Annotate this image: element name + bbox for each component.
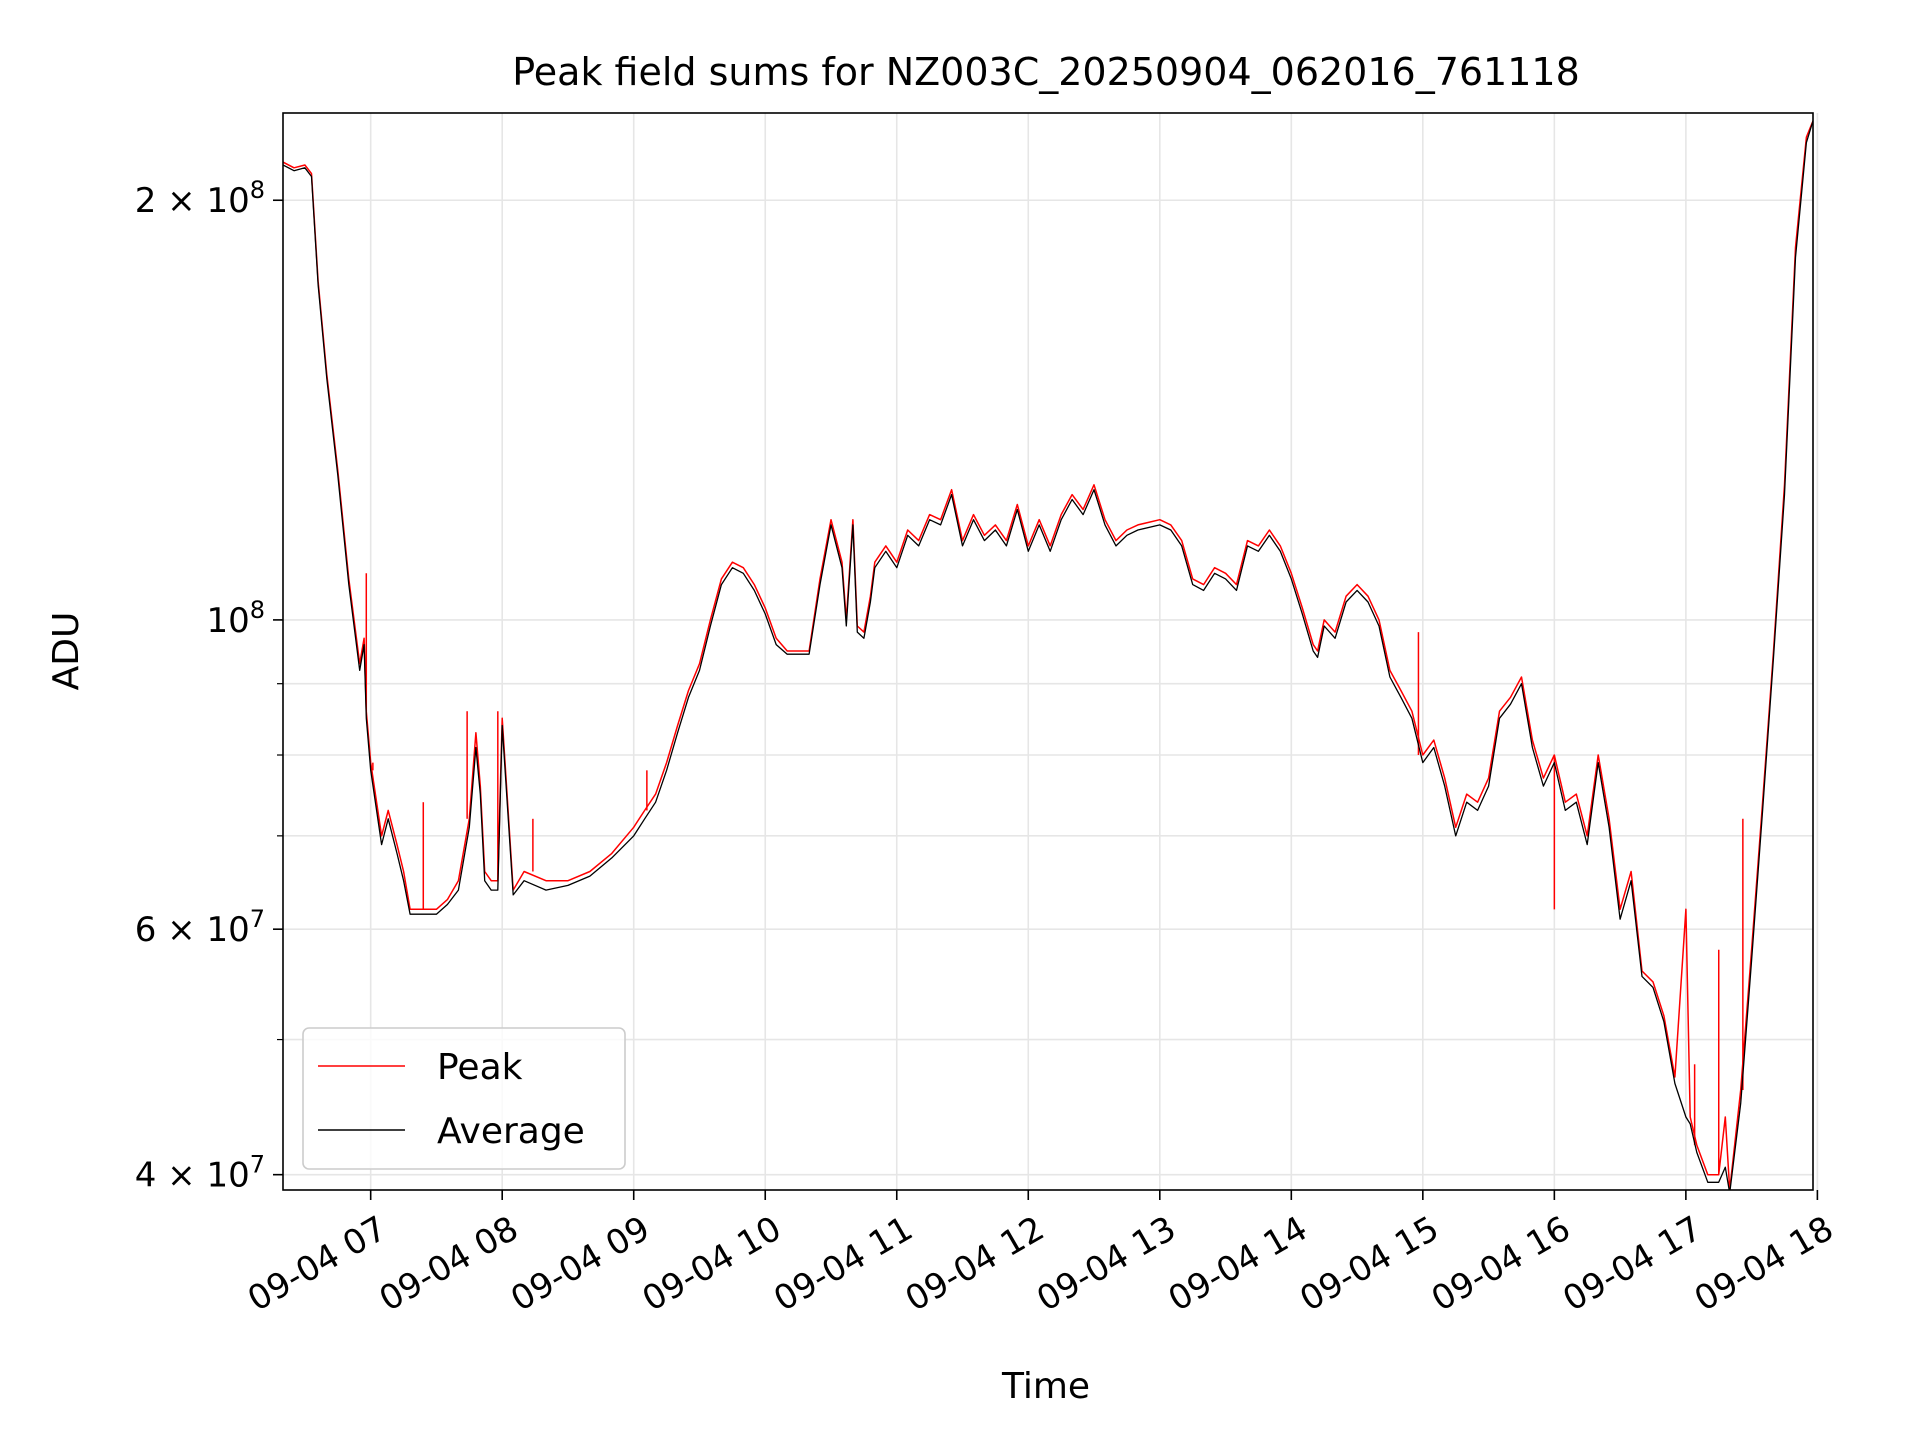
- legend-box: [302, 1027, 626, 1170]
- series-line-peak: [283, 120, 1813, 1190]
- legend: Peak Average: [302, 1027, 626, 1170]
- y-tick-label: 6 × 107: [135, 905, 265, 950]
- series-layer: [283, 120, 1813, 1190]
- y-tick-label: 108: [206, 596, 265, 641]
- y-axis-label: ADU: [46, 612, 87, 691]
- legend-label-average: Average: [437, 1111, 585, 1152]
- legend-label-peak: Peak: [437, 1047, 523, 1088]
- series-line-average: [283, 120, 1813, 1190]
- y-ticks: 4 × 107 6 × 107 108 2 × 108: [135, 176, 283, 1196]
- x-axis-label: Time: [1001, 1366, 1090, 1407]
- plot-frame: [282, 112, 1814, 1191]
- y-tick-label: 2 × 108: [135, 176, 265, 221]
- y-tick-label: 4 × 107: [135, 1151, 265, 1196]
- chart-title: Peak field sums for NZ003C_20250904_0620…: [512, 50, 1580, 94]
- grid: [283, 113, 1819, 1190]
